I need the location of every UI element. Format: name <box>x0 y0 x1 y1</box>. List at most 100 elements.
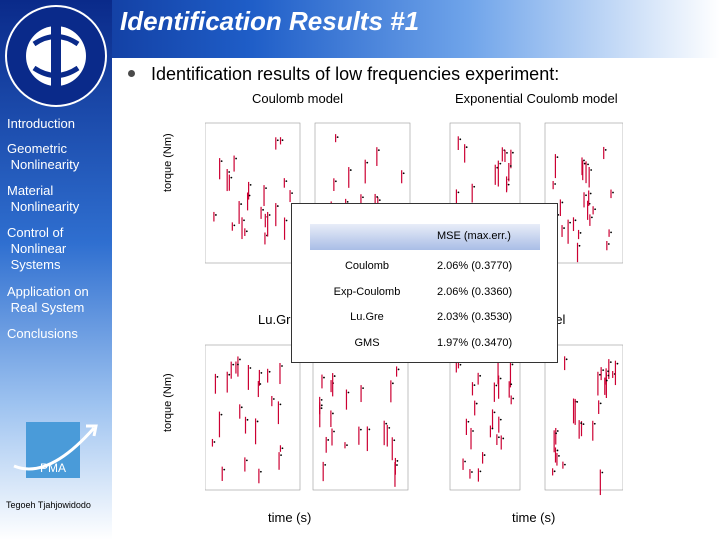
measured-point <box>230 176 233 179</box>
sidebar-item-application-real-system[interactable]: Application on Real System <box>7 284 89 315</box>
measured-point <box>336 136 339 139</box>
mse-table-header: MSE (max.err.) <box>437 230 511 242</box>
measured-point <box>599 402 602 405</box>
measured-point <box>578 244 581 247</box>
plot-title-coulomb: Coulomb model <box>252 91 344 106</box>
measured-point <box>228 171 231 173</box>
measured-point <box>580 422 583 425</box>
measured-point <box>259 470 262 473</box>
measured-point <box>285 219 288 222</box>
sidebar-item-geometric-nonlinearity[interactable]: Geometric Nonlinearity <box>7 141 80 172</box>
measured-point <box>472 430 474 432</box>
subplot-frame <box>449 344 521 491</box>
measured-point <box>483 454 486 456</box>
measured-point <box>235 157 238 160</box>
measured-point <box>216 375 219 378</box>
measured-point <box>593 422 596 425</box>
measured-point <box>594 208 597 211</box>
measured-point <box>574 219 577 222</box>
measured-point <box>605 379 608 382</box>
sidebar-item-introduction[interactable]: Introduction <box>7 116 75 131</box>
measured-point <box>333 430 335 433</box>
measured-point <box>281 447 284 450</box>
mse-row-model: Coulomb <box>344 260 390 272</box>
measured-point <box>327 439 330 441</box>
measured-point <box>612 191 614 194</box>
measured-point <box>607 374 610 377</box>
mse-table: MSE (max.err.) Coulomb 2.06% (0.3770) Ex… <box>291 203 558 363</box>
measured-point <box>359 428 362 431</box>
measured-point <box>248 194 251 197</box>
measured-point <box>459 363 462 366</box>
measured-point <box>246 418 249 421</box>
mse-row-value: 2.06% (0.3770) <box>437 260 513 272</box>
measured-point <box>377 149 380 152</box>
measured-point <box>579 232 582 234</box>
measured-point <box>558 455 560 457</box>
measured-point <box>473 384 476 387</box>
measured-point <box>502 437 505 440</box>
subplot-frame <box>205 344 301 491</box>
sidebar-item-material-nonlinearity[interactable]: Material Nonlinearity <box>7 183 80 214</box>
measured-point <box>576 401 579 403</box>
measured-point <box>320 398 323 401</box>
pma-logo-text: PMA <box>40 461 66 475</box>
measured-point <box>259 383 262 385</box>
measured-point <box>563 463 566 466</box>
measured-point <box>393 439 396 442</box>
measured-point <box>214 214 217 216</box>
bullet-text: Identification results of low frequencie… <box>128 64 559 85</box>
mse-row-model: Exp-Coulomb <box>333 286 401 298</box>
measured-point <box>333 375 336 377</box>
measured-point <box>245 230 248 233</box>
measured-point <box>402 172 405 175</box>
measured-point <box>366 161 369 164</box>
measured-point <box>583 162 586 165</box>
bullet-dot-icon <box>128 69 135 77</box>
measured-point <box>368 428 371 431</box>
mse-table-header-bg <box>310 224 540 250</box>
sidebar-item-conclusions[interactable]: Conclusions <box>7 326 78 341</box>
measured-point <box>583 159 585 162</box>
measured-point <box>249 184 252 186</box>
measured-point <box>391 382 394 385</box>
measured-point <box>459 138 462 141</box>
ylabel-top: torque (Nm) <box>162 133 174 192</box>
measured-point <box>268 370 271 373</box>
measured-point <box>385 422 388 425</box>
measured-point <box>323 376 325 379</box>
measured-point <box>479 374 482 377</box>
measured-point <box>213 441 216 443</box>
measured-point <box>260 372 263 374</box>
measured-point <box>554 183 557 185</box>
mse-row-value: 1.97% (0.3470) <box>437 337 513 349</box>
measured-point <box>510 383 513 386</box>
measured-point <box>491 427 494 430</box>
measured-point <box>281 139 284 142</box>
measured-point <box>320 407 323 410</box>
measured-point <box>280 454 282 457</box>
sidebar-item-control-nonlinear-systems[interactable]: Control of Nonlinear Systems <box>7 225 67 272</box>
measured-point <box>228 373 231 376</box>
measured-point <box>493 411 496 414</box>
measured-point <box>556 156 559 158</box>
mse-row-value: 2.03% (0.3530) <box>437 311 513 323</box>
measured-point <box>397 368 400 371</box>
measured-point <box>471 471 473 473</box>
measured-point <box>285 180 288 183</box>
measured-point <box>607 370 610 373</box>
measured-point <box>279 403 282 406</box>
measured-point <box>362 387 364 389</box>
ylabel-bottom: torque (Nm) <box>162 373 174 432</box>
measured-point <box>582 423 585 425</box>
measured-point <box>232 363 235 366</box>
measured-point <box>590 216 593 219</box>
measured-point <box>262 208 264 211</box>
measured-point <box>334 180 337 183</box>
measured-point <box>497 436 500 439</box>
mse-row-model: GMS <box>354 337 380 349</box>
measured-point <box>346 200 349 203</box>
measured-point <box>346 444 348 447</box>
measured-point <box>610 231 612 234</box>
measured-point <box>396 464 398 466</box>
